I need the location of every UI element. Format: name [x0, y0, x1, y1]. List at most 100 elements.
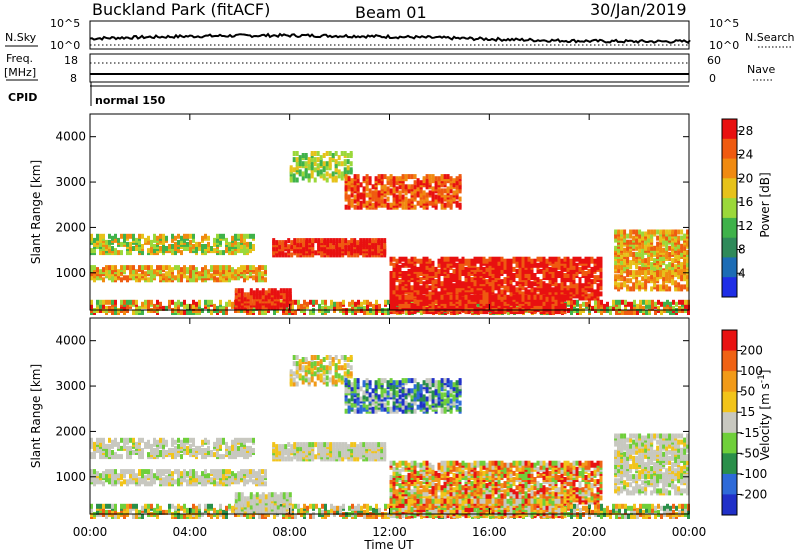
velocity-cell: [162, 448, 165, 453]
velocity-cell: [147, 507, 150, 513]
velocity-cell: [177, 503, 180, 509]
power-cell: [624, 299, 627, 305]
power-cell: [347, 246, 351, 252]
power-cell: [488, 294, 492, 300]
power-cell: [620, 266, 624, 272]
power-cell: [656, 284, 660, 290]
velocity-cell: [192, 477, 195, 483]
power-cell: [677, 239, 681, 245]
power-cell: [428, 285, 432, 291]
power-cell: [120, 299, 123, 305]
velocity-cell: [189, 469, 192, 475]
power-cell: [255, 288, 259, 294]
power-cell: [638, 237, 642, 243]
power-cell: [641, 276, 645, 282]
power-cell: [419, 258, 423, 264]
velocity-cell: [132, 437, 135, 443]
power-cell: [659, 247, 663, 253]
power-cell: [567, 299, 570, 305]
velocity-cell: [207, 473, 210, 479]
power-cell: [365, 200, 369, 206]
power-cell: [668, 274, 672, 280]
power-cell: [304, 173, 308, 179]
power-cell: [500, 279, 504, 285]
power-cell: [440, 294, 444, 300]
power-cell: [225, 237, 228, 243]
power-cell: [599, 291, 603, 297]
power-cell: [653, 276, 657, 282]
power-cell: [638, 251, 642, 257]
power-cell: [132, 299, 135, 305]
velocity-cell: [162, 437, 165, 443]
power-colorbar-swatch: [722, 237, 737, 258]
power-cell: [416, 266, 420, 272]
velocity-cell: [90, 452, 93, 458]
power-cell: [570, 299, 573, 305]
power-cell: [90, 248, 93, 254]
power-cell: [569, 277, 573, 283]
power-cell: [310, 157, 314, 163]
power-cell: [120, 250, 123, 256]
power-cell: [171, 244, 174, 249]
power-cell: [258, 290, 262, 296]
power-cell: [428, 178, 432, 184]
power-cell: [353, 252, 357, 258]
power-cell: [335, 238, 339, 244]
power-cell: [464, 309, 468, 315]
power-cell: [467, 281, 471, 287]
velocity-cell: [174, 509, 177, 515]
power-cell: [455, 273, 459, 278]
velocity-cell: [102, 481, 105, 487]
velocity-cell: [102, 471, 105, 477]
power-cell: [449, 194, 453, 200]
power-cell: [243, 292, 247, 298]
velocity-cell: [249, 469, 252, 475]
power-cell: [410, 303, 414, 308]
power-cell: [446, 305, 450, 310]
power-cell: [572, 260, 576, 266]
velocity-cell: [129, 503, 132, 509]
velocity-cell: [165, 479, 168, 485]
power-cell: [395, 258, 399, 264]
power-cell: [446, 174, 450, 180]
velocity-cell: [195, 505, 198, 511]
power-cell: [632, 235, 636, 241]
power-cell: [392, 281, 396, 287]
power-cell: [222, 310, 225, 315]
power-cell: [452, 190, 456, 196]
y-tick-label: 4000: [55, 130, 86, 144]
power-colorbar-swatch: [722, 198, 737, 219]
power-cell: [524, 287, 528, 293]
power-cell: [171, 233, 174, 239]
velocity-cell: [303, 503, 306, 509]
power-cell: [344, 250, 348, 256]
power-cell: [347, 200, 351, 206]
velocity-cell: [243, 437, 246, 443]
power-cell: [123, 275, 126, 281]
power-cell: [216, 269, 219, 275]
velocity-cell: [336, 505, 339, 511]
power-cell: [144, 237, 147, 243]
power-cell: [401, 256, 405, 262]
power-cell: [584, 279, 588, 285]
velocity-cell: [246, 445, 249, 451]
power-cell: [662, 284, 666, 290]
power-cell: [213, 265, 216, 271]
power-cell: [389, 202, 393, 208]
power-cell: [201, 244, 204, 249]
velocity-cell: [132, 503, 135, 509]
power-cell: [467, 298, 471, 304]
power-cell: [614, 229, 618, 235]
power-cell: [594, 299, 597, 305]
power-cell: [204, 265, 207, 271]
velocity-cell: [216, 509, 219, 515]
power-cell: [144, 271, 147, 277]
power-cell: [485, 285, 489, 291]
power-cell: [314, 250, 318, 256]
power-cell: [548, 273, 552, 278]
power-cell: [300, 303, 303, 309]
power-cell: [237, 292, 241, 298]
power-cell: [325, 161, 329, 167]
power-cell: [647, 258, 651, 264]
power-cell: [560, 275, 564, 281]
